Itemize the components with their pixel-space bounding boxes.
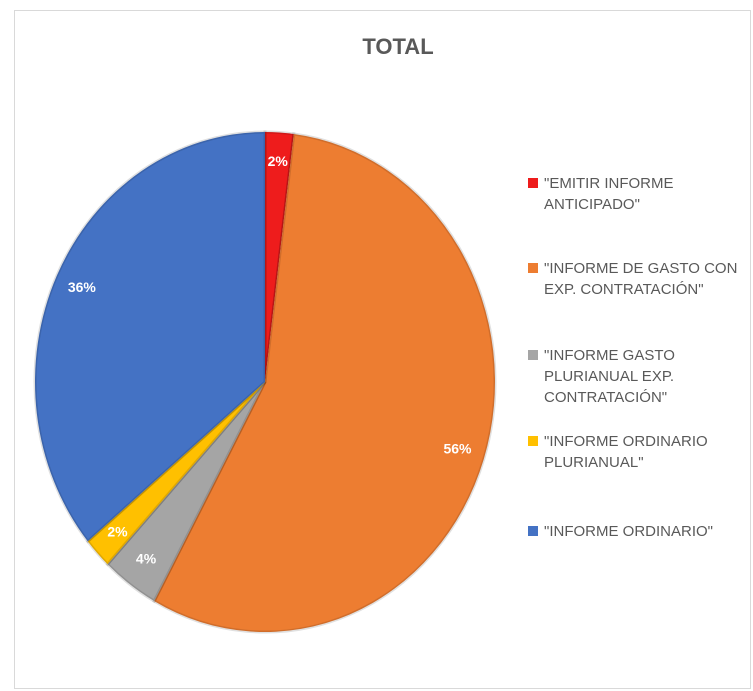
legend-swatch	[528, 350, 538, 360]
legend-label: "INFORME DE GASTO CON EXP. CONTRATACIÓN"	[544, 260, 738, 298]
legend-label: "INFORME ORDINARIO"	[544, 523, 713, 540]
legend-swatch	[528, 263, 538, 273]
pie-slice	[105, 381, 267, 604]
legend-swatch	[528, 526, 538, 536]
pie-slice	[263, 130, 296, 383]
legend-swatch	[528, 436, 538, 446]
legend-item: "EMITIR INFORME ANTICIPADO"	[528, 173, 743, 215]
legend-item: "INFORME DE GASTO CON EXP. CONTRATACIÓN"	[528, 258, 743, 300]
legend-label: "EMITIR INFORME ANTICIPADO"	[544, 175, 674, 213]
legend-label: "INFORME GASTO PLURIANUAL EXP. CONTRATAC…	[544, 347, 675, 406]
legend-label: "INFORME ORDINARIO PLURIANUAL"	[544, 433, 708, 471]
legend-item: "INFORME ORDINARIO PLURIANUAL"	[528, 431, 743, 473]
data-label: 56%	[443, 441, 472, 457]
pie-slice	[152, 132, 497, 634]
legend-item: "INFORME ORDINARIO"	[528, 521, 743, 542]
pie-slice	[85, 380, 267, 567]
chart-border	[14, 10, 751, 689]
data-label: 36%	[68, 279, 97, 295]
legend-swatch	[528, 178, 538, 188]
chart-title: TOTAL	[362, 34, 433, 59]
data-label: 4%	[136, 551, 157, 567]
legend-item: "INFORME GASTO PLURIANUAL EXP. CONTRATAC…	[528, 345, 743, 408]
data-label: 2%	[268, 153, 289, 169]
pie-slice	[33, 130, 267, 544]
data-label: 2%	[107, 523, 128, 539]
